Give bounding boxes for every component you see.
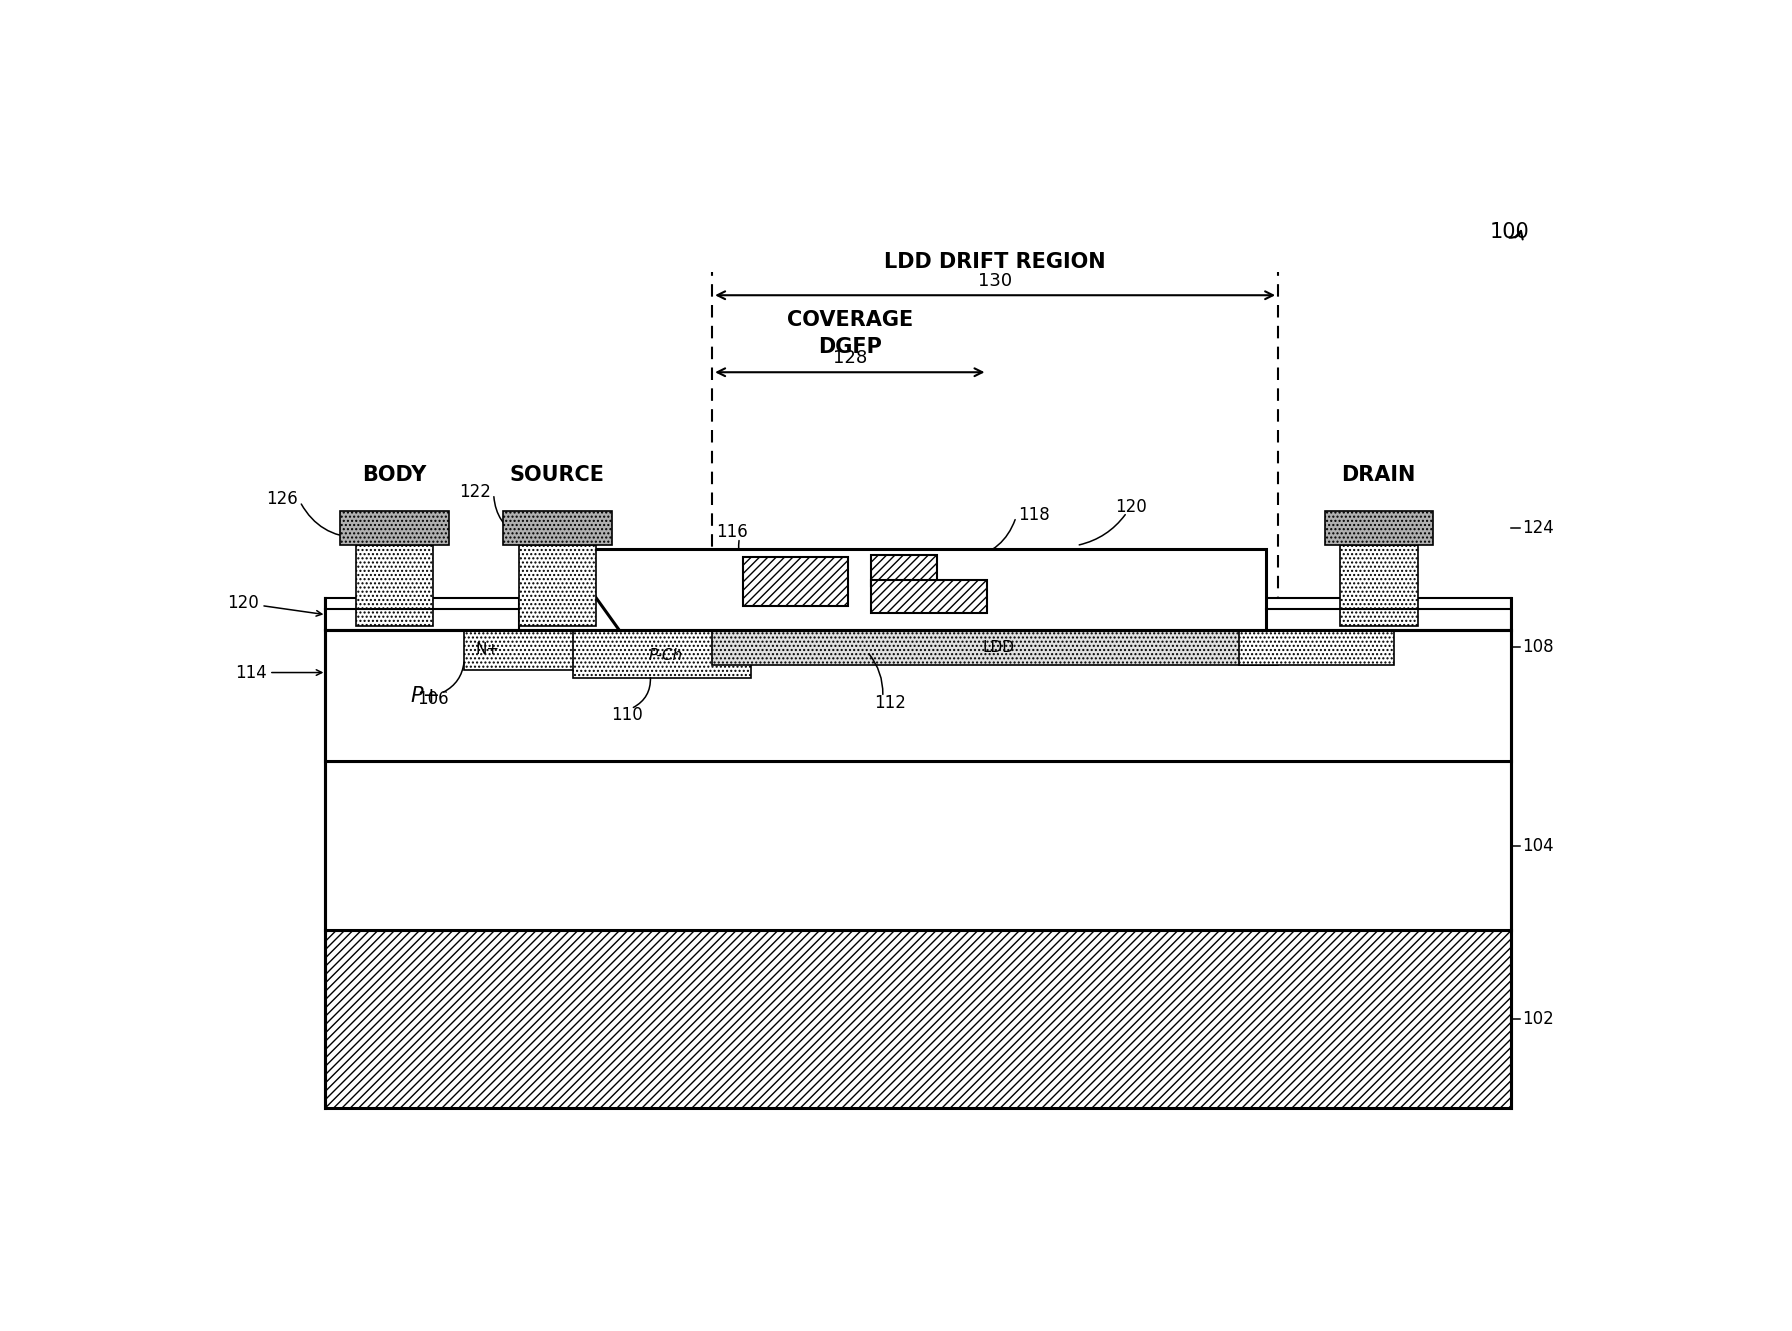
Text: 126: 126 — [265, 490, 297, 508]
Bar — [871, 555, 937, 586]
Bar — [1324, 511, 1434, 546]
Bar — [744, 558, 848, 606]
Text: 120: 120 — [1115, 498, 1147, 516]
Bar — [324, 598, 518, 630]
Text: 116: 116 — [715, 523, 747, 542]
Text: 120: 120 — [228, 594, 258, 612]
Text: SOURCE: SOURCE — [509, 466, 604, 486]
Bar — [324, 630, 1511, 761]
Bar — [357, 546, 434, 627]
Bar — [711, 630, 1278, 666]
Text: 122: 122 — [459, 483, 491, 500]
Text: 102: 102 — [1521, 1010, 1554, 1028]
Text: DGFP: DGFP — [817, 337, 882, 357]
Text: COVERAGE: COVERAGE — [787, 310, 912, 330]
Text: P+: P+ — [410, 685, 441, 705]
Text: 114: 114 — [235, 664, 267, 681]
Text: 128: 128 — [833, 349, 867, 367]
Text: 104: 104 — [1521, 837, 1554, 855]
Bar — [573, 630, 751, 677]
Bar — [464, 630, 600, 671]
Bar — [504, 511, 611, 546]
Bar — [324, 930, 1511, 1107]
Text: 108: 108 — [1521, 638, 1554, 656]
Text: LDD DRIFT REGION: LDD DRIFT REGION — [883, 252, 1106, 272]
Bar — [1240, 630, 1394, 666]
Bar — [1340, 546, 1417, 627]
Bar — [340, 511, 448, 546]
Text: BODY: BODY — [362, 466, 426, 486]
Text: 100: 100 — [1491, 222, 1530, 242]
Polygon shape — [561, 550, 1267, 630]
Text: P-Ch: P-Ch — [649, 648, 683, 663]
Text: 130: 130 — [978, 272, 1012, 290]
Bar — [518, 546, 597, 627]
Text: N+: N+ — [475, 642, 500, 658]
Text: 124: 124 — [1521, 519, 1554, 538]
Text: 118: 118 — [1018, 506, 1050, 523]
Bar — [871, 580, 987, 614]
Text: DRAIN: DRAIN — [1342, 466, 1416, 486]
Text: 110: 110 — [611, 705, 643, 724]
Text: 106: 106 — [418, 691, 450, 708]
Text: LDD: LDD — [984, 640, 1014, 655]
Bar — [324, 761, 1511, 930]
Text: 112: 112 — [874, 695, 907, 712]
Bar — [1267, 598, 1511, 630]
